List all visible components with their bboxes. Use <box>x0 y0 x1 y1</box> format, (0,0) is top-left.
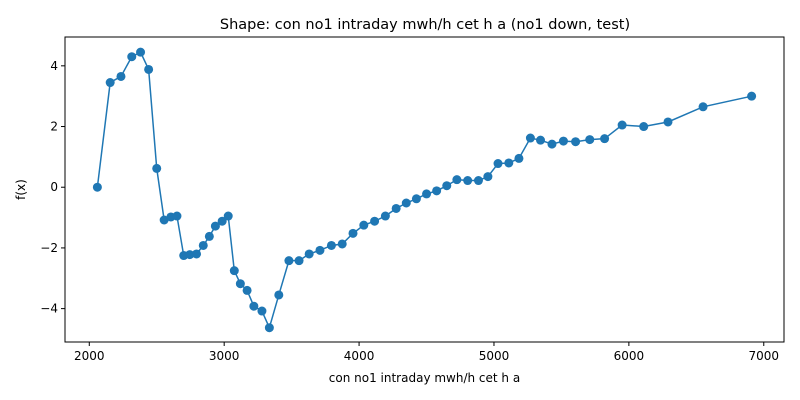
data-point <box>172 211 182 221</box>
data-point <box>359 220 369 230</box>
y-axis: −4 −2 0 2 4 <box>40 59 65 316</box>
data-point <box>152 163 162 173</box>
x-tick-label: 5000 <box>479 349 510 363</box>
data-point <box>229 266 239 276</box>
data-point <box>223 211 233 221</box>
y-tick-label: 4 <box>50 59 58 73</box>
data-point <box>558 136 568 146</box>
data-point <box>536 135 546 145</box>
y-tick-label: −2 <box>40 241 58 255</box>
data-point <box>370 216 380 226</box>
data-point <box>257 306 267 316</box>
data-point <box>525 133 535 143</box>
data-point <box>452 175 462 185</box>
x-tick-label: 7000 <box>748 349 779 363</box>
data-point <box>639 122 649 132</box>
data-point <box>185 250 195 260</box>
data-point <box>284 256 294 266</box>
data-point <box>192 249 202 259</box>
data-point <box>463 176 473 186</box>
x-axis: 2000 3000 4000 5000 6000 7000 <box>74 342 779 363</box>
data-point <box>198 240 208 250</box>
plot-area <box>64 36 785 343</box>
data-point <box>315 245 325 255</box>
x-tick-label: 2000 <box>74 349 105 363</box>
data-point <box>159 215 169 225</box>
data-point <box>504 158 514 168</box>
data-point <box>747 91 757 101</box>
y-tick-label: −4 <box>40 302 58 316</box>
data-point <box>326 240 336 250</box>
data-point <box>116 71 126 81</box>
data-point <box>483 172 493 182</box>
data-point <box>274 290 284 300</box>
data-point <box>585 135 595 145</box>
data-point <box>663 117 673 127</box>
y-axis-label: f(x) <box>14 179 28 200</box>
data-point <box>493 159 503 169</box>
data-point <box>617 120 627 130</box>
data-point <box>264 323 274 333</box>
data-point <box>442 181 452 191</box>
data-point <box>432 186 442 196</box>
x-axis-label: con no1 intraday mwh/h cet h a <box>329 371 520 385</box>
data-point <box>217 216 227 226</box>
data-point <box>294 256 304 266</box>
data-point <box>698 102 708 112</box>
data-point <box>127 52 137 62</box>
chart-title: Shape: con no1 intraday mwh/h cet h a (n… <box>220 17 630 33</box>
data-point <box>204 231 214 241</box>
data-point <box>391 203 401 213</box>
data-point <box>304 249 314 259</box>
data-point <box>380 211 390 221</box>
y-tick-label: 2 <box>50 120 58 134</box>
data-point <box>473 176 483 186</box>
data-point <box>144 64 154 74</box>
data-point <box>235 279 245 289</box>
x-tick-label: 4000 <box>344 349 375 363</box>
x-tick-label: 3000 <box>209 349 240 363</box>
data-point <box>348 228 358 238</box>
data-point <box>105 78 115 88</box>
x-tick-label: 6000 <box>614 349 645 363</box>
data-point <box>600 134 610 144</box>
data-point <box>242 285 252 295</box>
data-point <box>411 194 421 204</box>
data-point <box>136 47 146 57</box>
data-point <box>547 139 557 149</box>
data-point <box>422 189 432 199</box>
data-point <box>514 153 524 163</box>
y-tick-label: 0 <box>50 180 58 194</box>
data-point <box>401 198 411 208</box>
data-point <box>249 301 259 311</box>
data-point <box>337 239 347 249</box>
data-point <box>92 182 102 192</box>
series-markers <box>92 47 757 333</box>
data-point <box>210 221 220 231</box>
data-point <box>571 137 581 147</box>
